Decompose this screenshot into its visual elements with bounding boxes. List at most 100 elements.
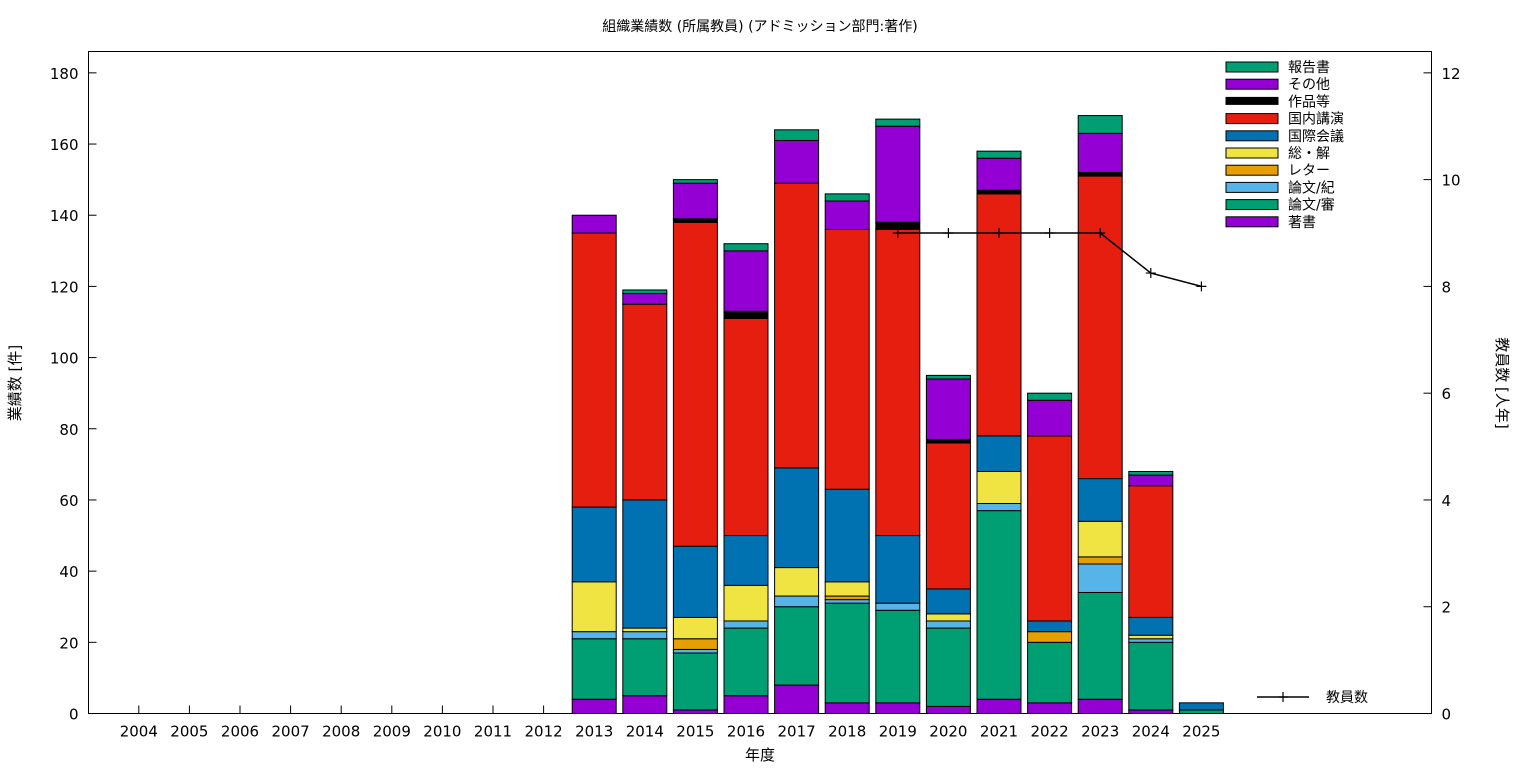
bar-segment <box>1128 616 1174 636</box>
bar-segment <box>672 648 718 654</box>
legend-label: 国際会議 <box>1288 128 1344 145</box>
x-tick-label: 2011 <box>474 723 512 741</box>
x-tick-label: 2015 <box>676 723 714 741</box>
bar-segment <box>672 218 718 223</box>
x-tick-label: 2007 <box>272 723 310 741</box>
y2-tick-label: 2 <box>1442 599 1452 617</box>
bar-segment <box>1128 634 1174 640</box>
bar-segment <box>1077 520 1123 558</box>
legend-swatch <box>1225 181 1279 193</box>
bar-segment <box>824 702 870 714</box>
bar-segment <box>622 638 668 697</box>
bar-segment <box>1128 474 1174 487</box>
x-tick-label: 2016 <box>727 723 765 741</box>
bar-segment <box>824 193 870 202</box>
faculty-count-line <box>892 228 1207 292</box>
bar-segment <box>875 228 921 537</box>
bar-segment <box>1128 709 1174 714</box>
bar-segment <box>723 627 769 697</box>
bar-segment <box>824 488 870 583</box>
legend-label: その他 <box>1288 77 1330 93</box>
y2-tick-label: 12 <box>1442 65 1461 83</box>
y-tick-label: 100 <box>50 350 79 368</box>
bar-segment <box>672 221 718 547</box>
x-tick-label: 2025 <box>1182 723 1220 741</box>
legend-label: レター <box>1288 163 1330 179</box>
bar-segment <box>1178 702 1224 711</box>
bar-segment <box>824 602 870 704</box>
bar-segment <box>774 467 820 569</box>
legend-label: 作品等 <box>1288 93 1330 110</box>
bar-segment <box>672 616 718 640</box>
legend-label: 著書 <box>1288 215 1316 231</box>
bar-segment <box>774 182 820 469</box>
y-tick-label: 140 <box>50 207 79 225</box>
bar-segment <box>1128 470 1174 476</box>
bar-segment <box>723 250 769 312</box>
bar-segment <box>1027 620 1073 633</box>
bar-segment <box>976 157 1022 191</box>
bar-segment <box>1027 702 1073 714</box>
y-tick-label: 180 <box>50 65 79 83</box>
x-tick-label: 2023 <box>1081 723 1119 741</box>
x-tick-label: 2022 <box>1031 723 1069 741</box>
legend-swatch <box>1225 216 1279 228</box>
legend-swatch <box>1225 147 1279 159</box>
y-tick-label: 60 <box>59 492 78 510</box>
bar-segment <box>1128 485 1174 618</box>
bar-segment <box>824 595 870 601</box>
bar-segment <box>622 627 668 633</box>
legend-swatch <box>1225 199 1279 211</box>
x-tick-label: 2004 <box>120 723 158 741</box>
legend-swatch <box>1225 78 1279 90</box>
axis-ticks: 0 20 40 60 80 100 120 140 160 180 0 2 4 6 8 10 12 2004 200… <box>50 65 1461 741</box>
y2-tick-label: 4 <box>1442 492 1452 510</box>
bar-segment <box>774 139 820 184</box>
bar-segment <box>875 602 921 611</box>
bar-segment <box>925 588 971 615</box>
bar-segment <box>723 317 769 537</box>
bar-segment <box>774 129 820 141</box>
bar-segment <box>571 631 617 640</box>
faculty-point <box>1095 228 1106 239</box>
legend-swatch <box>1225 113 1279 125</box>
bar-segment <box>774 595 820 608</box>
y-tick-label: 80 <box>59 421 78 439</box>
y2-tick-label: 10 <box>1442 172 1461 190</box>
x-tick-label: 2020 <box>929 723 967 741</box>
bar-segment <box>571 506 617 583</box>
bar-segment <box>622 303 668 501</box>
faculty-line-path <box>897 232 1202 288</box>
bar-segment <box>774 684 820 714</box>
bar-segment <box>925 627 971 707</box>
bar-segment <box>925 378 971 440</box>
bar-segment <box>976 470 1022 505</box>
bar-segment <box>774 606 820 686</box>
bar-segment <box>875 609 921 704</box>
y2-tick-label: 8 <box>1442 278 1452 296</box>
bar-segment <box>976 510 1022 700</box>
bar-segment <box>925 613 971 622</box>
y2-tick-label: 6 <box>1442 385 1452 403</box>
bar-segment <box>571 698 617 714</box>
x-tick-label: 2017 <box>778 723 816 741</box>
bar-segment <box>1077 175 1123 480</box>
bar-segment <box>672 709 718 714</box>
legend-label: 論文/紀 <box>1288 180 1335 196</box>
faculty-point <box>1044 228 1055 239</box>
bar-segment <box>1077 556 1123 565</box>
bar-segment <box>622 499 668 629</box>
bar-segment <box>1077 172 1123 177</box>
bar-segment <box>571 232 617 508</box>
line-legend: 教員数 <box>1257 690 1368 706</box>
plot-frame <box>88 51 1432 714</box>
bar-segment <box>976 698 1022 714</box>
bar-segment <box>875 125 921 223</box>
y-tick-label: 20 <box>59 634 78 652</box>
bar-segment <box>925 705 971 714</box>
y-tick-label: 0 <box>69 706 79 724</box>
x-tick-label: 2005 <box>170 723 208 741</box>
bar-segment <box>723 535 769 586</box>
